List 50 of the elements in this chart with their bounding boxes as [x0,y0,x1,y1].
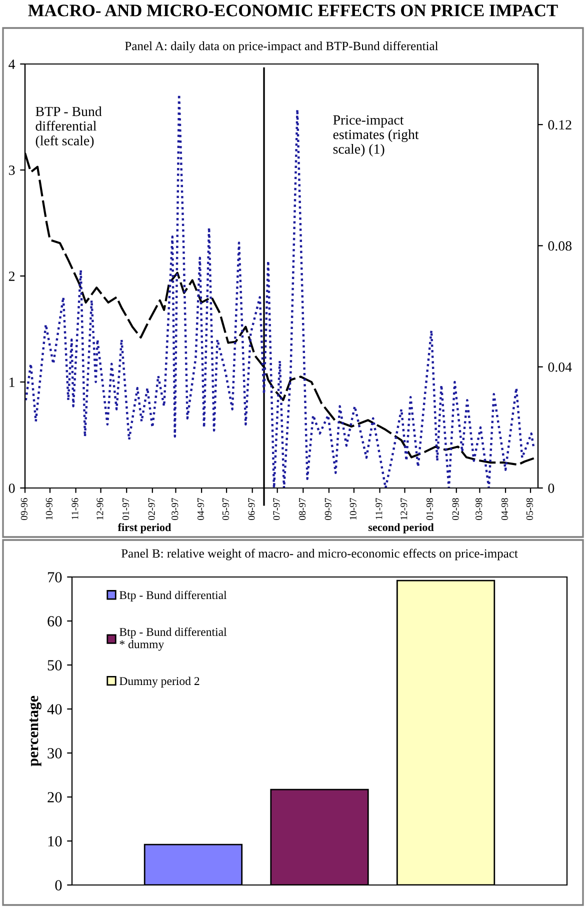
y-tick-label: 60 [48,616,62,626]
y-tick-label: 20 [48,792,62,802]
x-tick-label: 03-97 [172,498,178,520]
y-tick-label: 30 [48,748,62,758]
legend-label: Btp - Bund differential * dummy [120,628,227,651]
y-tick-label: 40 [47,704,62,714]
y-tick-label: 0 [8,484,15,493]
y2-tick-label: 0.04 [548,362,572,372]
y-tick-label: 70 [48,572,62,582]
series-label: BTP - Bund differential (left scale) [36,106,102,148]
x-tick-label: 05-97 [222,498,229,520]
text: second period [368,523,434,534]
chart-title: Panel B: relative weight of macro- and micro-economic effects on price-impact [121,548,518,560]
y2-tick-label: 0.12 [548,120,572,130]
chart-title: MACRO- AND MICRO-ECONOMIC EFFECTS ON PRICE IMPACT [28,4,558,16]
y2-tick-label: 0 [548,484,554,493]
x-tick-label: 01-97 [122,498,130,520]
x-tick-label: 07-97 [273,498,280,520]
x-tick-label: 05-98 [526,498,533,520]
x-tick-label: 11-97 [376,498,382,520]
text: Price-impact estimates (right scale) (1) [333,115,419,157]
y-axis-title: percentage [29,696,42,766]
x-tick-label: 08-97 [299,498,306,520]
x-tick-label: 04-98 [501,498,508,520]
x-tick-label: 01-98 [426,498,434,520]
x-tick-label: 09-96 [20,498,28,520]
y-tick-label: 50 [48,660,62,670]
y2-tick-label: 0.08 [548,241,572,251]
x-tick-label: 12-96 [96,498,104,520]
x-tick-label: 11-96 [72,498,78,520]
x-tick-label: 02-97 [148,498,155,520]
legend-label: Dummy period 2 [120,676,200,688]
x-tick-label: 06-97 [248,498,255,520]
y-tick-label: 1 [10,378,14,387]
x-tick-label: 02-98 [452,498,459,520]
y-tick-label: 10 [48,836,62,846]
y-tick-label: 0 [55,880,62,890]
chart-subtitle: Panel A: daily data on price-impact and BTP-Bund differential [125,41,438,53]
y-tick-label: 4 [8,60,16,69]
x-tick-label: 12-97 [400,498,408,520]
x-tick-label: 03-98 [476,498,482,520]
text: first period [118,523,172,534]
x-tick-label: 10-97 [350,498,356,520]
line-series [25,93,535,488]
y-tick-label: 3 [8,166,15,175]
x-tick-label: 10-96 [46,498,52,520]
x-tick-label: 04-97 [197,498,204,520]
x-tick-label: 09-97 [324,498,332,520]
legend-label: Btp - Bund differential [120,590,227,602]
y-tick-label: 2 [8,272,15,281]
